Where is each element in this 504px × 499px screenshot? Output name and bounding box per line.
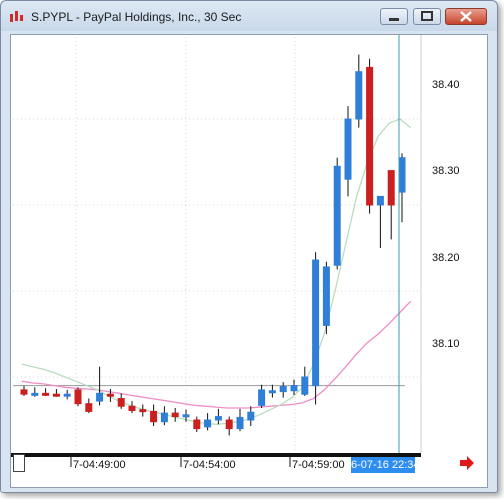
chart-icon	[10, 11, 23, 22]
maximize-icon	[421, 11, 433, 21]
slow-moving-average-line	[21, 300, 412, 409]
window-title: S.PYPL - PayPal Holdings, Inc., 30 Sec	[31, 10, 242, 24]
candle-body	[333, 165, 341, 266]
candle-body	[160, 412, 168, 423]
candle-body	[171, 412, 179, 418]
candle-body	[20, 389, 28, 395]
candle-body	[96, 392, 104, 402]
maximize-button[interactable]	[413, 8, 441, 25]
candle-body	[398, 157, 406, 193]
candle-body	[150, 410, 158, 423]
price-tick-label: 38.40	[432, 79, 460, 91]
title-bar[interactable]: S.PYPL - PayPal Holdings, Inc., 30 Sec	[1, 1, 497, 31]
candle-body	[387, 170, 395, 206]
time-tick-label: 7-04:49:00	[73, 459, 126, 471]
chart-window: S.PYPL - PayPal Holdings, Inc., 30 Sec 3…	[0, 0, 498, 493]
candle-body	[214, 416, 222, 421]
candle-body	[204, 419, 212, 428]
candle-body	[376, 195, 384, 206]
arrow-right-icon[interactable]	[459, 456, 475, 470]
candle-body	[322, 266, 330, 326]
candle-body	[52, 393, 60, 397]
candle-body	[106, 393, 114, 397]
candle-body	[139, 409, 147, 413]
candle-body	[42, 392, 50, 396]
fast-moving-average-line	[21, 118, 412, 425]
candle-body	[290, 385, 298, 392]
candle-body	[268, 390, 276, 394]
minimize-button[interactable]	[380, 8, 408, 25]
candle-body	[355, 71, 363, 120]
candle-body	[31, 392, 39, 396]
candle-body	[74, 389, 82, 405]
price-tick-label: 38.10	[432, 338, 460, 350]
close-icon	[460, 11, 472, 22]
candle-body	[236, 416, 244, 430]
candle-body	[225, 419, 233, 430]
candle-body	[301, 376, 309, 395]
close-button[interactable]	[445, 8, 487, 25]
candle-body	[258, 389, 266, 406]
candle-body	[344, 118, 352, 180]
scroll-handle[interactable]	[13, 454, 25, 472]
minimize-icon	[389, 18, 399, 21]
cursor-time-label: 6-07-16 22:34:00	[351, 457, 435, 473]
candle-body	[366, 66, 374, 206]
candle-body	[128, 405, 136, 412]
candle-body	[247, 411, 255, 421]
candle-body	[117, 398, 125, 407]
time-axis-bar	[11, 453, 421, 457]
candle-body	[85, 403, 93, 412]
chart-plot-area[interactable]	[10, 34, 488, 488]
price-tick-label: 38.30	[432, 165, 460, 177]
price-tick-label: 38.20	[432, 252, 460, 264]
candle-body	[63, 393, 71, 397]
time-tick-label: 7-04:59:00	[292, 459, 345, 471]
candle-body	[182, 414, 190, 418]
candle-body	[312, 259, 320, 387]
candlestick-chart[interactable]	[11, 35, 487, 487]
time-tick-label: 7-04:54:00	[183, 459, 236, 471]
candle-body	[279, 385, 287, 393]
candle-body	[193, 419, 201, 430]
